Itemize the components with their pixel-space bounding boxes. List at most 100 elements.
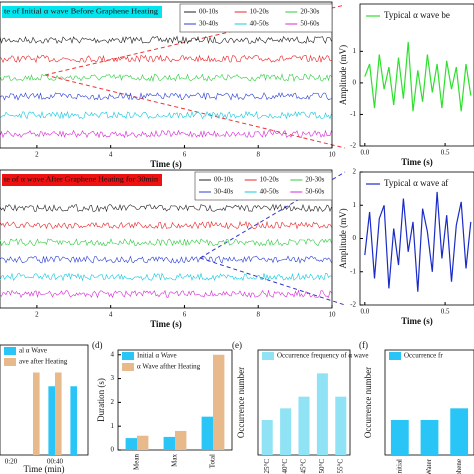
- y-axis-label: Occurrence number: [236, 367, 246, 438]
- wave-line: [364, 41, 472, 112]
- x-tick-label: 25°C: [263, 459, 271, 474]
- y-axis-label: Amplitude (mV): [338, 208, 348, 268]
- eeg-trace: [0, 129, 332, 139]
- legend-label: α Wave afther Heating: [137, 363, 201, 371]
- bar: [125, 438, 137, 450]
- bar: [261, 420, 273, 455]
- x-tick-label: Mean: [133, 454, 141, 470]
- x-tick-label: 0.0: [360, 149, 369, 157]
- x-tick-label: 0.0: [360, 308, 369, 316]
- x-tick-label: Max: [171, 454, 179, 467]
- x-tick-label: 4: [109, 151, 113, 159]
- legend-swatch: [262, 352, 274, 360]
- x-tick-label: 6: [183, 151, 187, 159]
- legend-label: 40-50s: [250, 20, 269, 28]
- zoom-line: [199, 257, 346, 306]
- x-tick-label: Total: [209, 454, 217, 468]
- bar: [420, 420, 439, 455]
- eeg-trace: [0, 238, 332, 247]
- x-tick-label: 40°C: [281, 459, 289, 474]
- y-tick-label: 0: [353, 78, 357, 86]
- bar: [70, 386, 77, 455]
- eeg-trace: [0, 54, 332, 64]
- x-tick-label: 00:40: [47, 458, 63, 466]
- y-tick-label: 1: [353, 47, 357, 55]
- eeg-trace: [0, 289, 332, 299]
- bar: [335, 396, 347, 455]
- legend-label: ave after Heating: [19, 358, 68, 366]
- eeg-trace: [0, 73, 332, 83]
- wave-line: [364, 191, 472, 292]
- y-tick-label: 1: [353, 201, 357, 209]
- legend-swatch: [4, 347, 16, 355]
- panel-title: te of Initial α wave Before Graphene Hea…: [4, 8, 159, 16]
- panel-title: te of α wave After Graphene Heating for …: [4, 176, 159, 184]
- legend-swatch: [4, 358, 16, 366]
- bar: [316, 373, 328, 455]
- eeg-trace: [0, 35, 332, 45]
- legend-label: Occurrence fr: [404, 352, 443, 360]
- x-tick-label: 0.5: [441, 308, 450, 316]
- legend-swatch: [122, 352, 134, 360]
- y-tick-label: -2: [350, 301, 356, 309]
- legend-label: 50-60s: [305, 188, 324, 196]
- x-tick-label: 55°C: [336, 459, 344, 474]
- y-tick-label: -1: [350, 110, 356, 118]
- zoom-line: [44, 74, 346, 149]
- y-tick-label: 2: [353, 168, 357, 176]
- y-tick-label: 0: [111, 446, 115, 454]
- x-tick-label: Graphene: [455, 459, 463, 474]
- y-tick-label: 1: [111, 422, 115, 430]
- legend-swatch: [122, 363, 134, 371]
- legend-label: Occurrence frequency of α wave: [277, 352, 369, 360]
- legend-label: 20-30s: [305, 176, 324, 184]
- y-tick-label: 2: [111, 398, 115, 406]
- x-axis-label: Time (s): [401, 157, 433, 167]
- eeg-trace: [0, 220, 332, 230]
- x-tick-label: 2: [35, 151, 39, 159]
- y-tick-label: -1: [350, 267, 356, 275]
- legend-label: al α Wave: [19, 347, 47, 355]
- legend-label: 00-10s: [199, 8, 218, 16]
- panel-label: (e): [232, 340, 242, 350]
- bar: [213, 354, 225, 450]
- title-bg: [2, 174, 162, 186]
- eeg-trace: [0, 272, 332, 282]
- x-axis-label: Time (s): [150, 319, 182, 329]
- legend-label: 00-10s: [214, 176, 233, 184]
- y-tick-label: 3: [111, 374, 115, 382]
- plot-frame: [0, 169, 333, 309]
- x-axis-label: Time (min): [24, 464, 65, 474]
- legend-label: 30-40s: [199, 20, 218, 28]
- legend-label: Typical α wave be: [384, 10, 450, 20]
- legend-box: [179, 3, 333, 33]
- panel-label: (f): [359, 340, 368, 350]
- legend-box: [194, 171, 333, 201]
- bar: [298, 396, 310, 455]
- y-axis-label: Duration (s): [96, 378, 106, 422]
- x-tick-label: 2: [35, 311, 39, 319]
- y-tick-label: 4: [111, 350, 115, 358]
- plot-frame: [359, 3, 474, 147]
- legend-label: Initial α Wave: [137, 352, 177, 360]
- x-axis-label: Time (s): [150, 159, 182, 169]
- plot-frame: [0, 1, 333, 149]
- x-tick-label: 8: [256, 311, 260, 319]
- legend-label: 20-30s: [300, 8, 319, 16]
- x-tick-label: 4: [109, 311, 113, 319]
- x-tick-label: 0:20: [5, 458, 18, 466]
- y-tick-label: -2: [350, 142, 356, 150]
- bar: [33, 372, 40, 455]
- y-axis-label: Amplitude (mV): [338, 45, 348, 105]
- y-tick-label: 0: [353, 234, 357, 242]
- bar: [163, 436, 175, 450]
- bar: [48, 386, 55, 455]
- eeg-trace: [0, 92, 332, 101]
- eeg-trace: [0, 255, 332, 264]
- eeg-trace: [0, 110, 332, 120]
- legend-label: 10-20s: [250, 8, 269, 16]
- plot-frame: [0, 344, 89, 456]
- x-tick-label: Initial: [395, 459, 403, 474]
- y-axis-label: Occurrence number: [363, 367, 373, 438]
